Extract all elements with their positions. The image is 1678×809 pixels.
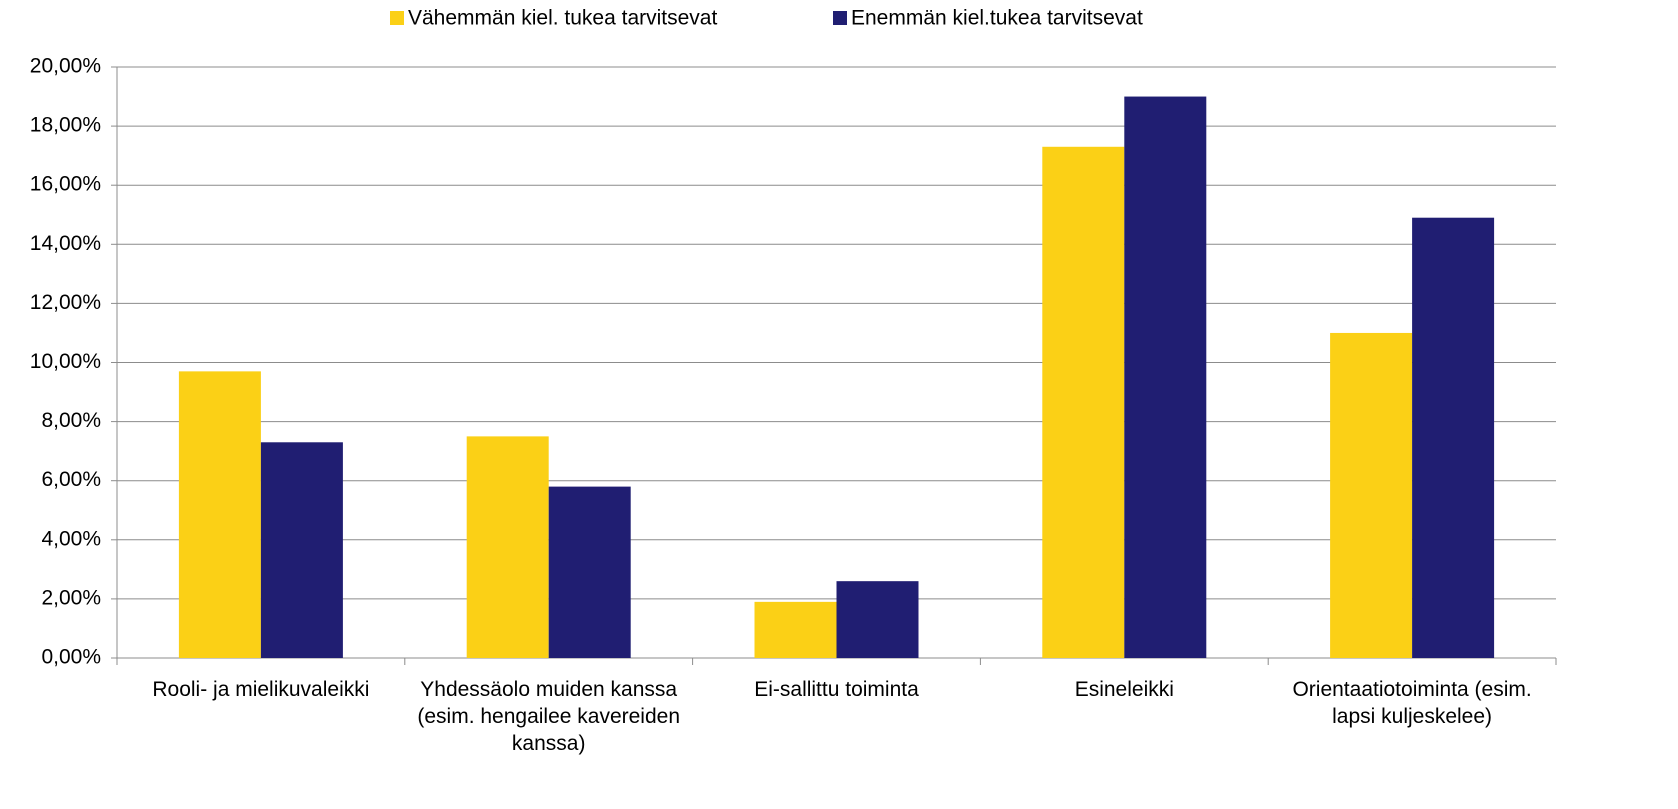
x-tick-label: Ei-sallittu toiminta bbox=[754, 678, 919, 701]
bar bbox=[754, 601, 837, 658]
bar bbox=[1042, 146, 1125, 658]
bar bbox=[178, 371, 261, 658]
bar bbox=[1412, 217, 1495, 658]
legend-label: Enemmän kiel.tukea tarvitsevat bbox=[851, 7, 1143, 30]
y-tick-label: 10,00% bbox=[30, 350, 101, 373]
x-tick-label: Rooli- ja mielikuvaleikki bbox=[152, 678, 370, 701]
y-tick-label: 14,00% bbox=[30, 232, 101, 255]
legend-swatch bbox=[390, 11, 404, 25]
bar bbox=[1330, 332, 1413, 658]
legend-swatch bbox=[833, 11, 847, 25]
y-tick-label: 2,00% bbox=[41, 586, 101, 609]
bar bbox=[260, 442, 343, 658]
y-tick-label: 6,00% bbox=[41, 468, 101, 491]
y-tick-label: 20,00% bbox=[30, 55, 101, 78]
bar bbox=[1124, 96, 1207, 659]
x-tick-label: Esineleikki bbox=[1074, 678, 1174, 701]
bar bbox=[836, 581, 919, 658]
y-tick-label: 12,00% bbox=[30, 291, 101, 314]
bar bbox=[548, 486, 631, 658]
y-tick-label: 18,00% bbox=[30, 114, 101, 137]
x-tick-label: Orientaatiotoiminta (esim. lapsi kuljesk… bbox=[1292, 678, 1532, 728]
x-tick-label: Yhdessäolo muiden kanssa (esim. hengaile… bbox=[417, 678, 681, 755]
y-tick-label: 0,00% bbox=[41, 646, 101, 669]
legend-label: Vähemmän kiel. tukea tarvitsevat bbox=[408, 7, 717, 30]
y-tick-label: 8,00% bbox=[41, 409, 101, 432]
bar bbox=[466, 436, 549, 658]
y-tick-label: 16,00% bbox=[30, 173, 101, 196]
y-tick-label: 4,00% bbox=[41, 527, 101, 550]
